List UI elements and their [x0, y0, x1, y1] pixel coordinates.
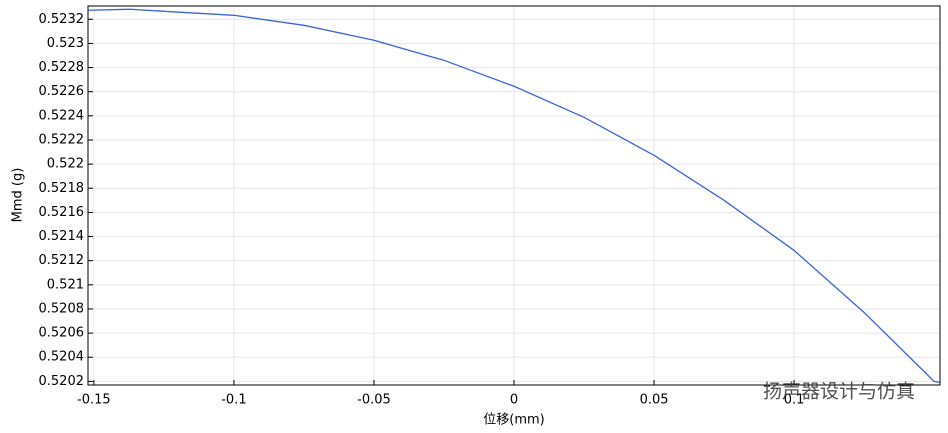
- y-tick-label: 0.523: [47, 36, 84, 51]
- y-tick-label: 0.5226: [39, 84, 85, 99]
- x-axis-label: 位移(mm): [483, 413, 544, 428]
- x-tick-label: -0.1: [221, 393, 246, 408]
- y-tick-label: 0.5232: [39, 12, 85, 27]
- x-tick-label: 0.1: [784, 393, 805, 408]
- plot-frame: [87, 5, 941, 386]
- y-tick-label: 0.5206: [39, 326, 85, 341]
- y-axis-label: Mmd (g): [11, 168, 26, 223]
- y-tick-label: 0.522: [47, 157, 84, 172]
- watermark: 扬声器设计与仿真: [763, 381, 915, 403]
- y-tick-label: 0.5216: [39, 205, 85, 220]
- x-tick-label: -0.05: [357, 393, 391, 408]
- y-tick-label: 0.521: [47, 277, 84, 292]
- y-tick-label: 0.5202: [39, 374, 85, 389]
- y-tick-label: 0.5218: [39, 181, 85, 196]
- x-tick-label: 0.05: [640, 393, 669, 408]
- x-tick-label: -0.15: [77, 393, 111, 408]
- y-tick-label: 0.5214: [39, 229, 85, 244]
- y-tick-label: 0.5222: [39, 132, 85, 147]
- y-tick-label: 0.5208: [39, 301, 85, 316]
- y-tick-label: 0.5228: [39, 60, 85, 75]
- data-line: [88, 8, 940, 383]
- y-tick-label: 0.5204: [39, 350, 85, 365]
- y-tick-label: 0.5224: [39, 108, 85, 123]
- x-tick-label: 0: [510, 393, 518, 408]
- y-tick-label: 0.5212: [39, 253, 85, 268]
